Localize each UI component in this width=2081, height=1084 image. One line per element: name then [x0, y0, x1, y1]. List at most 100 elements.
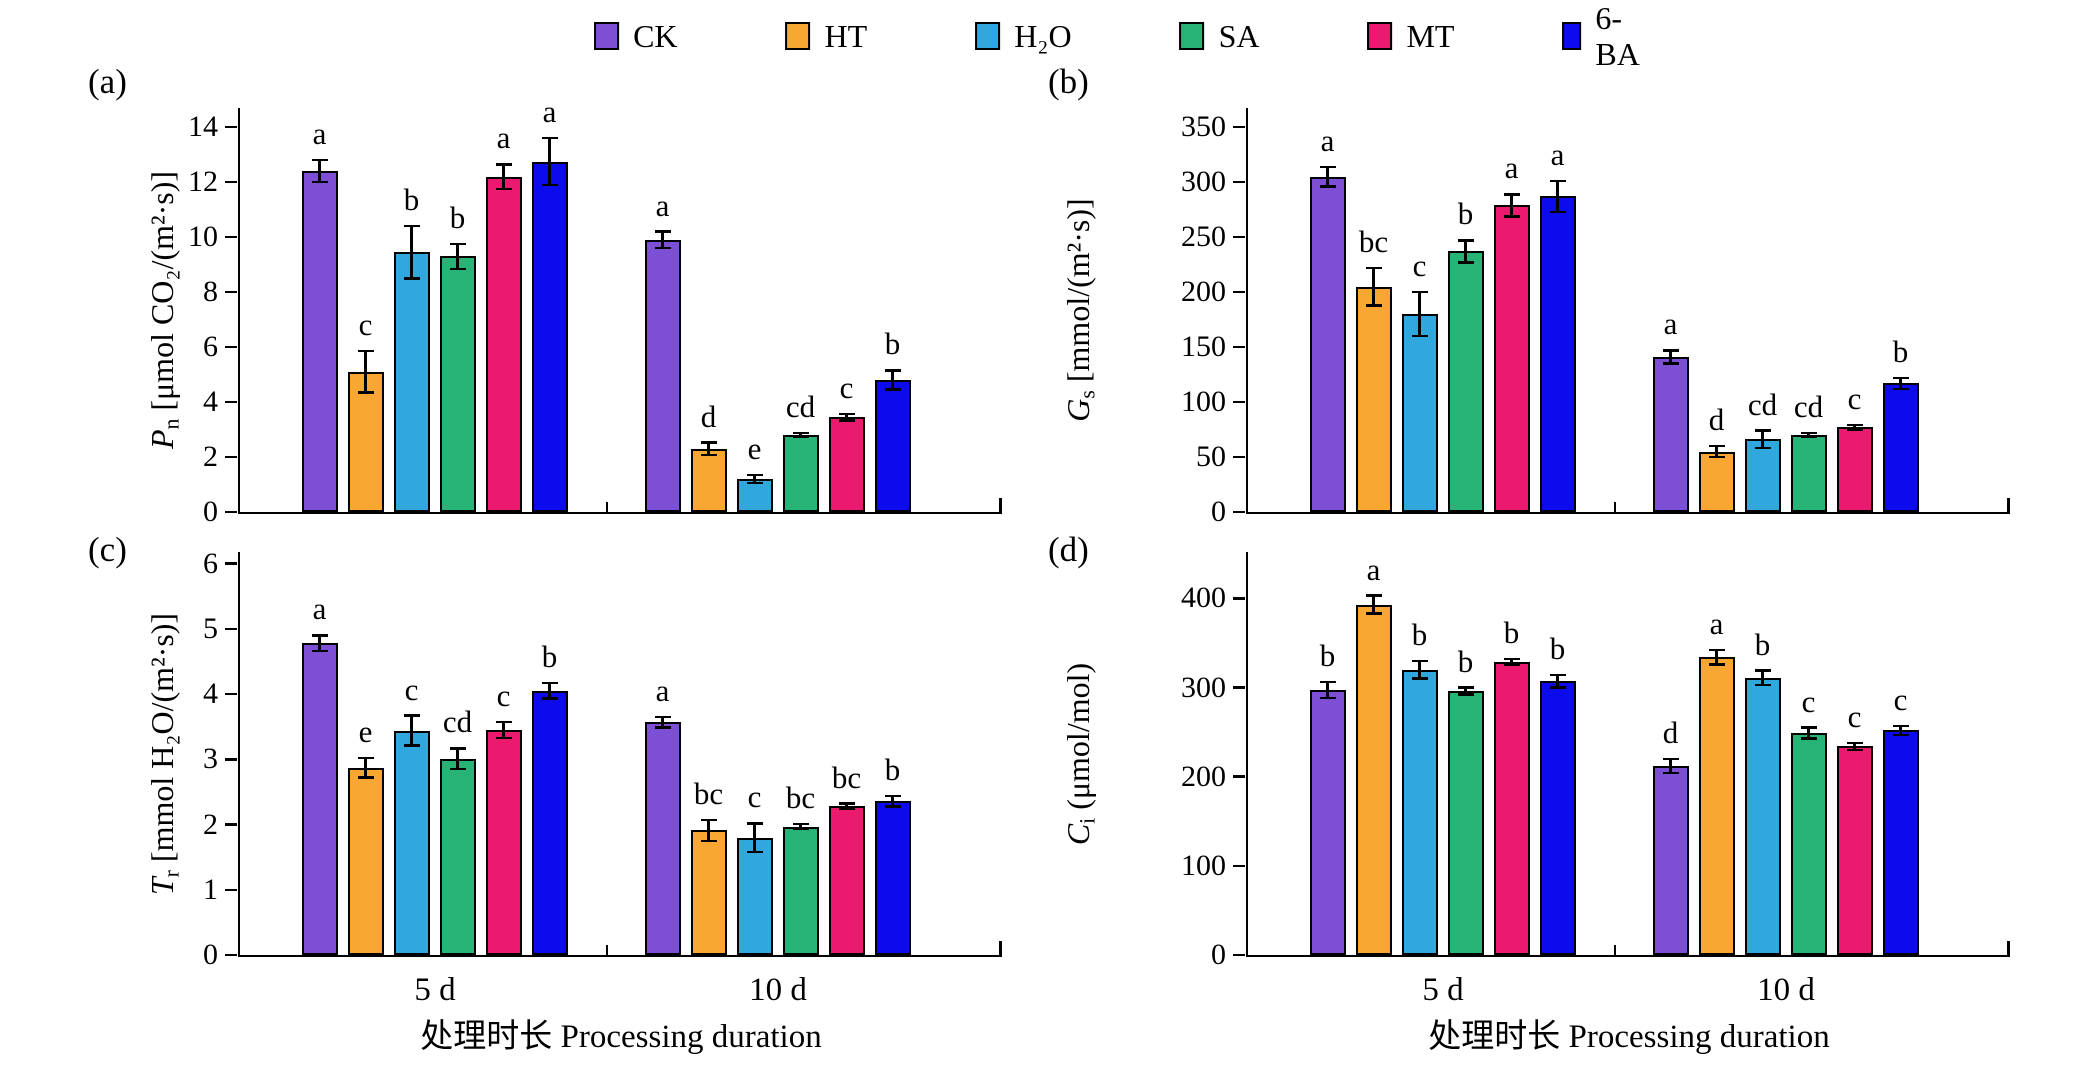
error-bar-line — [1556, 675, 1559, 688]
y-tick-mark — [1233, 235, 1245, 239]
bar-ht-10d — [690, 448, 727, 512]
sig-letter: a — [542, 94, 557, 130]
error-bar-cap — [792, 822, 809, 826]
bar-ck-10d — [1652, 765, 1689, 955]
error-bar-cap — [495, 736, 512, 740]
y-tick-mark — [225, 510, 237, 514]
bar-ck-5d — [1309, 690, 1346, 955]
sig-letter: b — [884, 326, 901, 362]
error-bar-cap — [1800, 435, 1817, 439]
error-bar-line — [364, 351, 367, 393]
sig-letter: cd — [442, 704, 473, 740]
error-bar-line — [456, 748, 459, 770]
error-bar-cap — [700, 839, 717, 843]
error-bar-cap — [1365, 612, 1382, 615]
bar-sa-5d — [439, 758, 476, 955]
bar-h₂o-5d — [393, 730, 430, 955]
y-tick-label: 100 — [1181, 385, 1226, 419]
error-bar-cap — [311, 634, 328, 637]
error-bar-cap — [449, 747, 466, 750]
error-bar-cap — [403, 744, 420, 747]
sig-letter: a — [655, 672, 670, 708]
y-tick-label: 1 — [203, 872, 218, 906]
error-bar-cap — [1800, 726, 1817, 729]
bar-ck-5d — [301, 171, 338, 512]
error-bar-cap — [403, 224, 420, 228]
y-tick-label: 0 — [203, 938, 218, 971]
y-tick-label: 150 — [1181, 330, 1226, 364]
bar-mt-5d — [485, 176, 522, 512]
bar-6-ba-5d — [1539, 196, 1576, 512]
x-axis-end-tick — [2007, 498, 2010, 512]
error-bar-cap — [1846, 428, 1863, 431]
error-bar-cap — [792, 435, 809, 439]
error-bar-line — [799, 823, 802, 830]
error-bar-line — [1464, 240, 1467, 263]
y-tick-label: 300 — [1181, 165, 1226, 199]
error-bar-line — [1899, 377, 1902, 389]
x-axis-end-tick — [2007, 941, 2010, 955]
error-bar-cap — [449, 242, 466, 246]
y-tick-label: 200 — [1181, 275, 1226, 309]
x-group-boundary-tick — [1613, 502, 1616, 512]
error-bar-cap — [1754, 683, 1771, 687]
y-tick-mark — [1233, 125, 1245, 129]
error-bar-cap — [838, 412, 855, 416]
y-tick-mark — [1233, 686, 1245, 689]
error-bar-line — [661, 716, 664, 728]
error-bar-cap — [1319, 165, 1336, 169]
legend-item-6-ba: 6-BA — [1562, 0, 1645, 72]
error-bar-line — [1807, 432, 1810, 438]
bar-ht-5d — [1355, 604, 1392, 955]
error-bar-line — [364, 758, 367, 778]
error-bar-line — [318, 635, 321, 652]
y-tick-mark — [225, 345, 237, 349]
error-bar-cap — [449, 767, 466, 771]
error-bar-cap — [1549, 673, 1566, 677]
error-bar-cap — [1754, 429, 1771, 432]
error-bar-cap — [1503, 657, 1520, 661]
error-bar-cap — [1457, 693, 1474, 696]
bar-h₂o-5d — [1401, 314, 1438, 512]
plot-area-b: a a bc d c cd b cd a c a b — [1245, 108, 2010, 514]
error-bar-cap — [792, 827, 809, 831]
bar-sa-10d — [782, 826, 819, 955]
error-bar-cap — [311, 649, 328, 653]
y-axis-symbol: C — [1060, 823, 1096, 845]
error-bar-line — [1464, 687, 1467, 695]
error-bar-line — [661, 231, 664, 249]
bar-h₂o-10d — [1744, 439, 1781, 512]
legend-item-label: CK — [633, 18, 678, 54]
y-tick-mark — [1233, 290, 1245, 294]
x-tick-label: 5 d — [414, 972, 456, 1008]
bar-ck-5d — [301, 643, 338, 955]
legend-color-swatch — [975, 22, 1001, 50]
sig-letter: a — [1504, 150, 1519, 186]
sig-letter: b — [1457, 196, 1474, 232]
bar-h₂o-10d — [1744, 677, 1781, 955]
legend-item-label: H₂O — [1014, 18, 1072, 54]
y-tick-mark — [1233, 597, 1245, 600]
error-bar-cap — [792, 431, 809, 435]
bar-h₂o-5d — [393, 252, 430, 512]
bar-6-ba-5d — [531, 690, 568, 955]
y-tick-label: 3 — [203, 742, 218, 776]
error-bar-cap — [838, 802, 855, 805]
y-tick-label: 350 — [1181, 110, 1226, 144]
error-bar-cap — [654, 726, 671, 729]
error-bar-cap — [1503, 663, 1520, 666]
y-tick-label: 6 — [203, 546, 218, 580]
legend-item-label: MT — [1406, 18, 1455, 54]
x-tick-label: 5 d — [1422, 972, 1464, 1008]
sig-letter: d — [1662, 714, 1679, 750]
sig-letter: a — [312, 116, 327, 152]
error-bar-cap — [1411, 659, 1428, 663]
error-bar-cap — [1503, 215, 1520, 218]
sig-letter: e — [358, 714, 373, 750]
error-bar-line — [1807, 727, 1810, 739]
bar-ht-5d — [347, 371, 384, 512]
error-bar-line — [1715, 650, 1718, 665]
sig-letter: cd — [1747, 386, 1778, 422]
